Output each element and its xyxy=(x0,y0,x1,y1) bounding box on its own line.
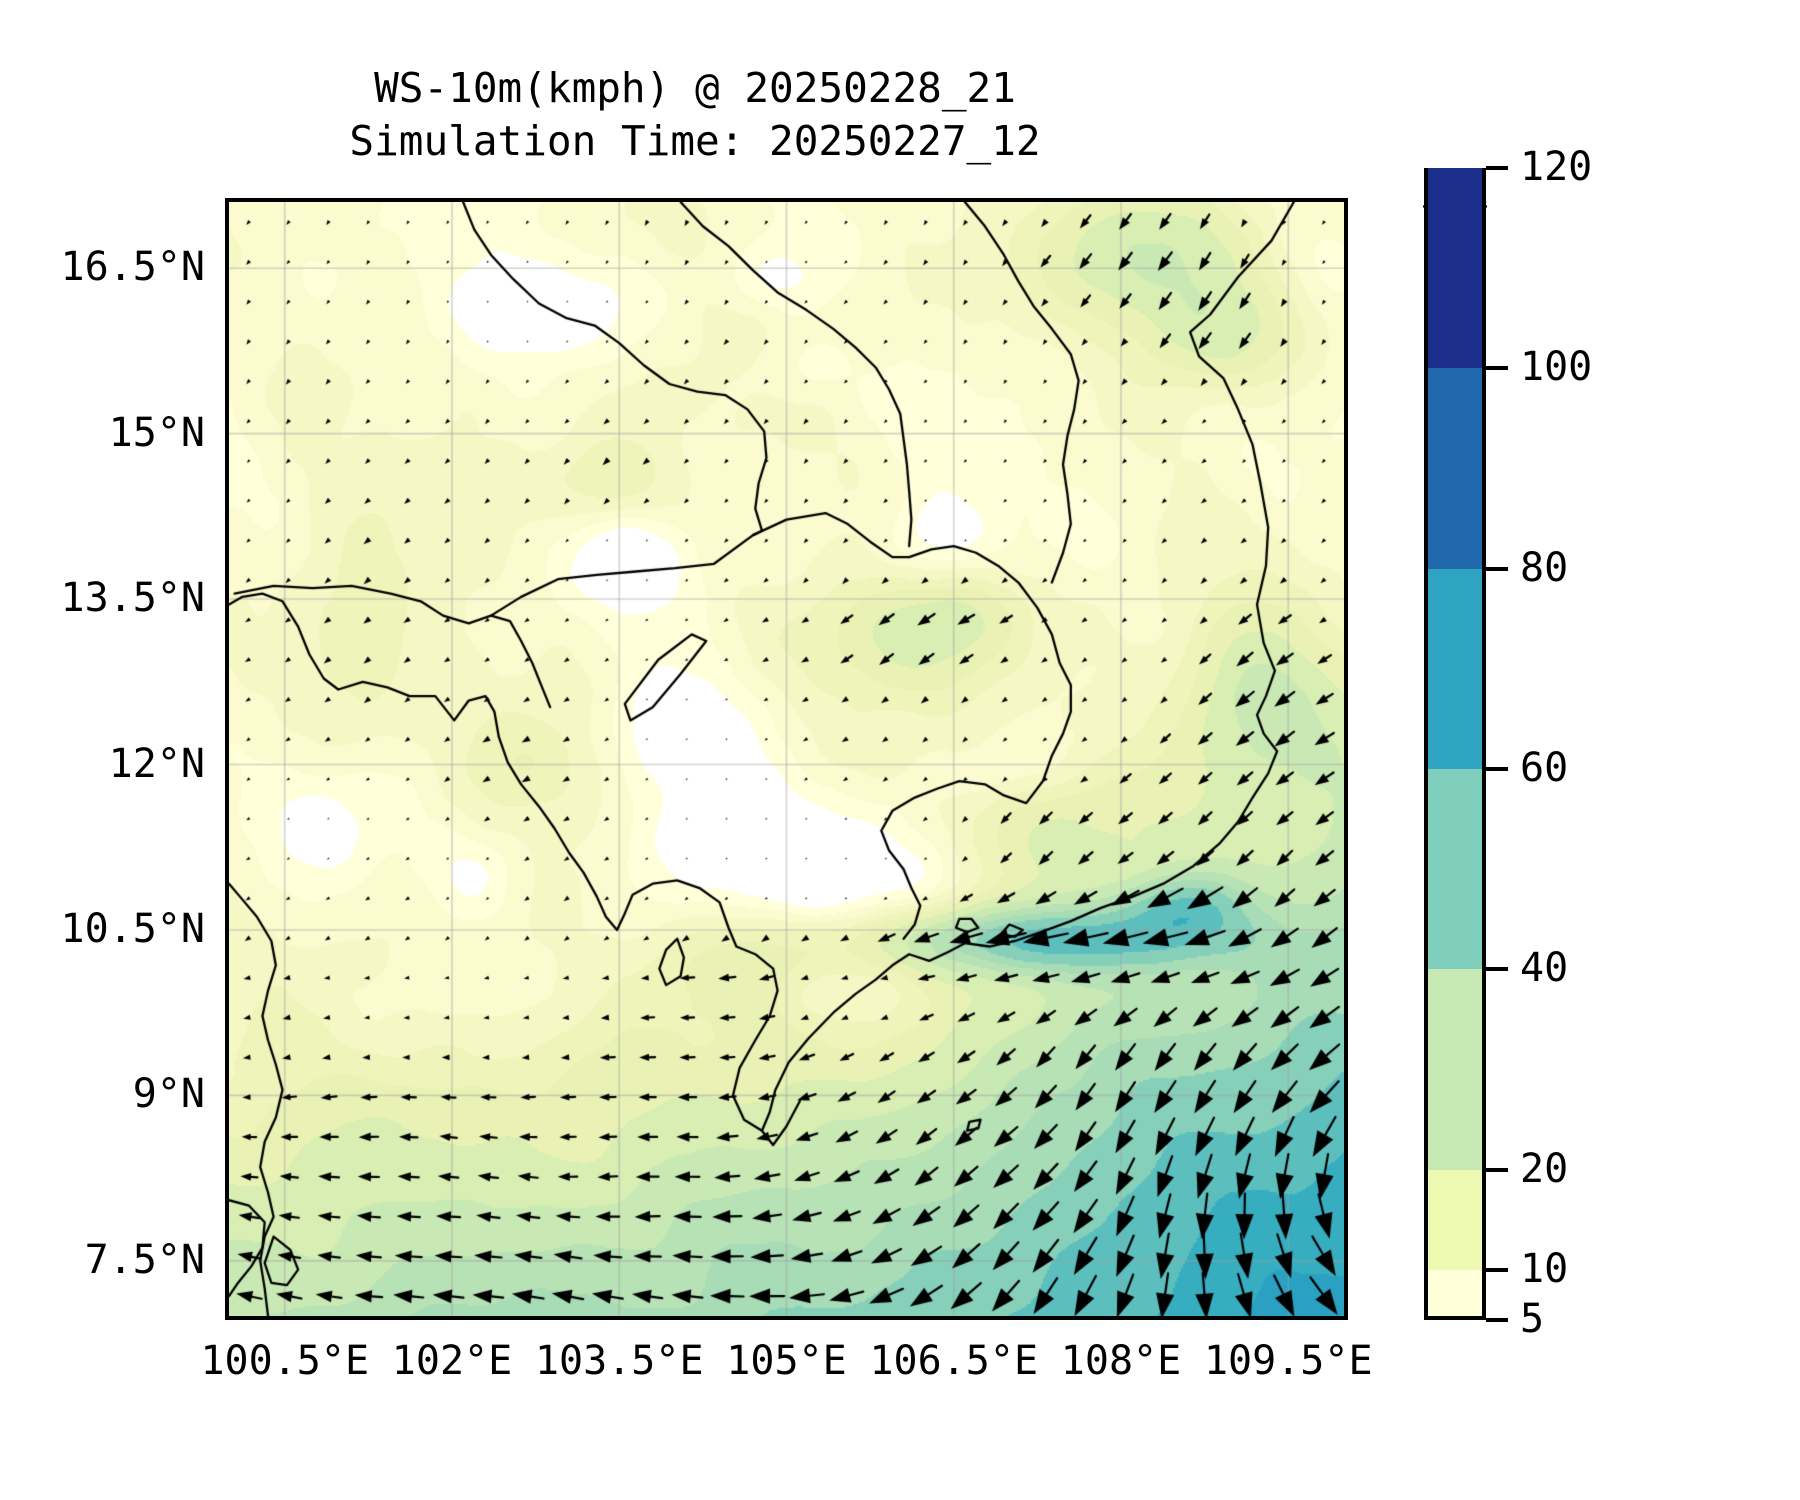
colorbar-tick-mark xyxy=(1486,566,1508,571)
colorbar-tick-label: 120 xyxy=(1520,144,1593,190)
x-tick-label: 103.5°E xyxy=(534,1338,704,1384)
colorbar-gradient xyxy=(1424,168,1486,1320)
x-tick-label: 106.5°E xyxy=(869,1338,1039,1384)
colorbar-segment xyxy=(1424,769,1486,970)
wind-speed-map xyxy=(229,202,1344,1316)
colorbar-tick-mark xyxy=(1486,1267,1508,1272)
y-tick-label: 10.5°N xyxy=(60,905,206,952)
colorbar-tick-mark xyxy=(1486,1318,1508,1322)
y-tick-label: 12°N xyxy=(108,740,205,787)
colorbar-tick-label: 40 xyxy=(1520,945,1569,992)
x-tick-label: 105°E xyxy=(726,1338,847,1384)
colorbar-tick-label: 80 xyxy=(1520,544,1569,591)
x-tick-label: 108°E xyxy=(1060,1338,1182,1384)
y-tick-label: 9°N xyxy=(132,1071,205,1118)
colorbar-tick-label: 100 xyxy=(1520,344,1593,391)
y-tick-label: 16.5°N xyxy=(60,244,206,291)
colorbar-tick-label: 5 xyxy=(1520,1296,1545,1342)
colorbar-outline xyxy=(1424,168,1486,1320)
colorbar-tick-mark xyxy=(1486,967,1508,972)
chart-title: WS-10m(kmph) @ 20250228_21 Simulation Ti… xyxy=(0,62,1390,168)
x-tick-label: 102°E xyxy=(391,1338,513,1384)
colorbar-segment xyxy=(1424,168,1486,369)
y-tick-label: 7.5°N xyxy=(84,1236,205,1283)
colorbar-tick-mark xyxy=(1486,166,1508,170)
colorbar-tick-mark xyxy=(1486,1167,1508,1172)
y-tick-label: 13.5°N xyxy=(60,575,206,622)
colorbar-tick-label: 20 xyxy=(1520,1145,1569,1192)
colorbar-tick-mark xyxy=(1486,366,1508,371)
colorbar-segment xyxy=(1424,1169,1486,1270)
title-line-secondary: Simulation Time: 20250227_12 xyxy=(349,117,1041,165)
colorbar-tick-label: 10 xyxy=(1520,1245,1569,1292)
x-tick-label: 109.5°E xyxy=(1203,1338,1373,1384)
colorbar-segment xyxy=(1424,568,1486,770)
map-axes xyxy=(225,198,1348,1320)
title-line-primary: WS-10m(kmph) @ 20250228_21 xyxy=(374,64,1016,112)
colorbar-tick-label: 60 xyxy=(1520,745,1569,792)
colorbar-segment xyxy=(1424,368,1486,569)
colorbar-segment xyxy=(1424,1269,1486,1320)
y-tick-label: 15°N xyxy=(108,409,205,456)
x-tick-label: 100.5°E xyxy=(200,1338,370,1384)
colorbar-tick-mark xyxy=(1486,767,1508,772)
colorbar: 120 100 80 60 40 20 10 5 xyxy=(1423,147,1754,1339)
colorbar-segment xyxy=(1424,969,1486,1170)
